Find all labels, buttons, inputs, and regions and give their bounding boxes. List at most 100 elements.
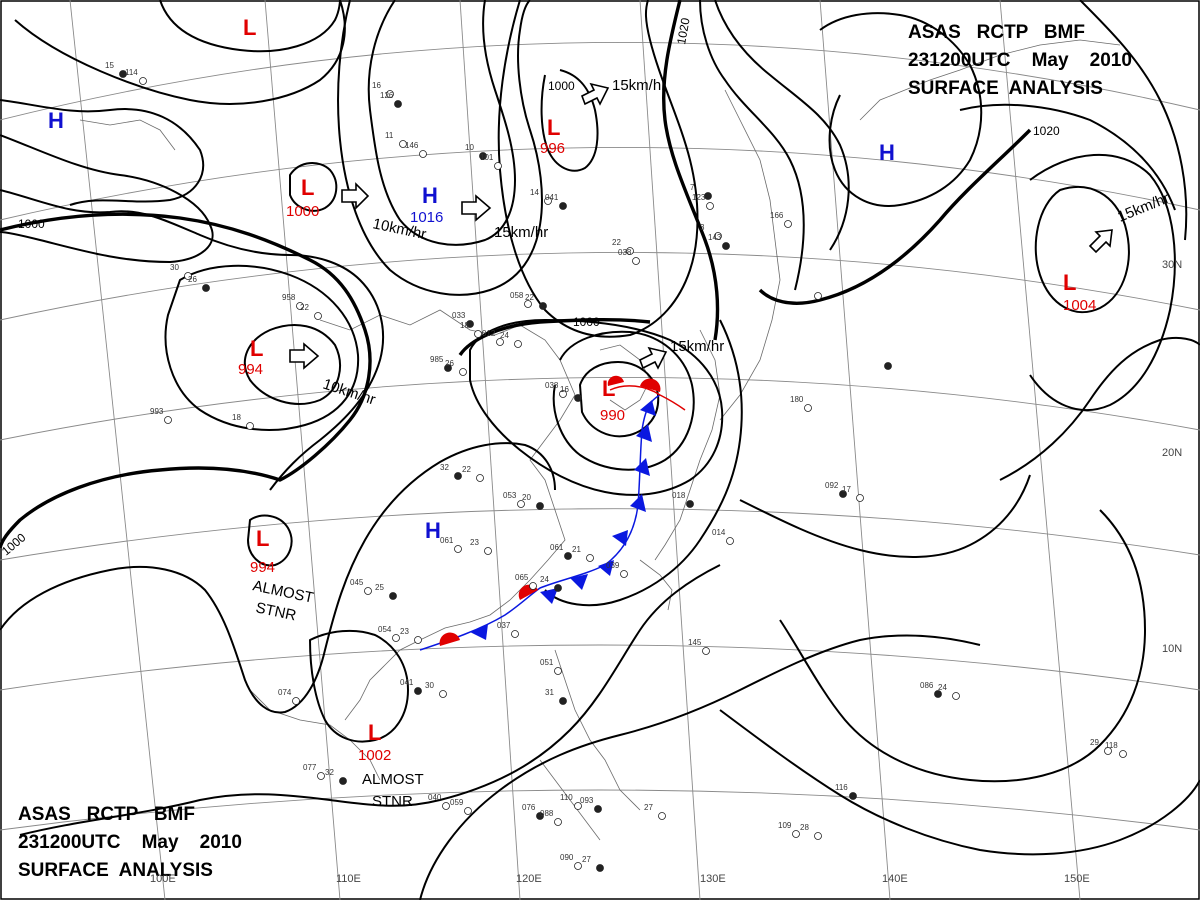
station-circle: [544, 197, 552, 205]
low-center-5: L: [256, 526, 269, 551]
high-center-3: H: [425, 518, 441, 543]
station-value: 20: [522, 493, 531, 502]
station-circle: [722, 242, 730, 250]
station-value: 051: [540, 658, 554, 667]
station-circle: [454, 545, 462, 553]
title-bottom-line-1: ASAS RCTP BMF: [18, 804, 195, 825]
station-value: 21: [572, 545, 581, 554]
station-value: 24: [540, 575, 549, 584]
title-top-line-3: SURFACE ANALYSIS: [908, 78, 1103, 99]
station-value: 985: [430, 355, 444, 364]
station-circle: [594, 805, 602, 813]
station-circle: [574, 394, 582, 402]
station-value: 22: [612, 238, 621, 247]
movement-label-3: 15km/hr: [494, 224, 548, 241]
station-value: 145: [688, 638, 702, 647]
station-value: 038: [545, 381, 559, 390]
low-pressure-2: 996: [540, 140, 565, 157]
station-circle: [792, 830, 800, 838]
station-circle: [726, 537, 734, 545]
low-pressure-8: 1004: [1063, 297, 1096, 314]
station-circle: [164, 416, 172, 424]
station-circle: [246, 422, 254, 430]
station-value: 180: [790, 395, 804, 404]
station-value: 118: [1105, 741, 1118, 750]
lon-label-150e: 150E: [1064, 873, 1090, 885]
low-center-2: L: [547, 115, 560, 140]
isobar-label-6: 1020: [1033, 124, 1060, 138]
station-circle: [314, 312, 322, 320]
station-value: 31: [545, 688, 554, 697]
station-value: 29: [1090, 738, 1099, 747]
station-value: 109: [778, 821, 792, 830]
station-circle: [296, 302, 304, 310]
station-value: 086: [920, 681, 934, 690]
station-value: 092: [825, 481, 839, 490]
station-circle: [466, 320, 474, 328]
low-pressure-5: 994: [250, 559, 275, 576]
low-center-7: L: [368, 720, 381, 745]
station-value: 18: [232, 413, 241, 422]
isobar-label-3: 1000: [573, 315, 600, 329]
station-value: 993: [150, 407, 164, 416]
lon-label-130e: 130E: [700, 873, 726, 885]
station-value: 059: [450, 798, 464, 807]
lat-label-30n: 30N: [1162, 259, 1182, 271]
station-circle: [704, 192, 712, 200]
low-pressure-7: 1002: [358, 747, 391, 764]
title-top-line-2: 231200UTC May 2010: [908, 50, 1132, 71]
station-value: 10: [465, 143, 474, 152]
station-circle: [517, 500, 525, 508]
station-circle: [202, 284, 210, 292]
station-circle: [442, 802, 450, 810]
movement-label-5: 15km/hr: [670, 338, 724, 355]
low-center-6: L: [602, 376, 615, 401]
station-value: 045: [350, 578, 364, 587]
station-value: 012: [482, 329, 496, 338]
station-value: 28: [800, 823, 809, 832]
station-circle: [386, 90, 394, 98]
lat-label-20n: 20N: [1162, 447, 1182, 459]
station-circle: [559, 697, 567, 705]
station-value: 146: [405, 141, 419, 150]
movement-arrows: [289, 82, 1113, 370]
station-circle: [419, 150, 427, 158]
station-circle: [364, 587, 372, 595]
station-value: 26: [188, 275, 197, 284]
station-circle: [484, 547, 492, 555]
station-value: 061: [550, 543, 564, 552]
title-bottom-line-2: 231200UTC May 2010: [18, 832, 242, 853]
station-circle: [586, 554, 594, 562]
station-value: 25: [375, 583, 384, 592]
station-circle: [494, 162, 502, 170]
isobar-label-5: 1020: [674, 16, 692, 45]
station-circle: [554, 584, 562, 592]
station-value: 30: [170, 263, 179, 272]
station-circle: [849, 792, 857, 800]
lon-label-140e: 140E: [882, 873, 908, 885]
station-circle: [514, 340, 522, 348]
station-value: 033: [452, 311, 466, 320]
station-value: 018: [672, 491, 686, 500]
station-circle: [952, 692, 960, 700]
station-circle: [1104, 747, 1112, 755]
station-circle: [399, 140, 407, 148]
station-circle: [702, 647, 710, 655]
station-value: 041: [545, 193, 559, 202]
station-circle: [686, 500, 694, 508]
station-value: 32: [325, 768, 334, 777]
station-value: 22: [462, 465, 471, 474]
station-circle: [119, 70, 127, 78]
station-circle: [339, 777, 347, 785]
station-circle: [784, 220, 792, 228]
station-value: 038: [618, 248, 632, 257]
station-value: 958: [282, 293, 296, 302]
station-circle: [439, 690, 447, 698]
station-circle: [464, 807, 472, 815]
station-circle: [574, 862, 582, 870]
station-value: 114: [125, 68, 138, 77]
